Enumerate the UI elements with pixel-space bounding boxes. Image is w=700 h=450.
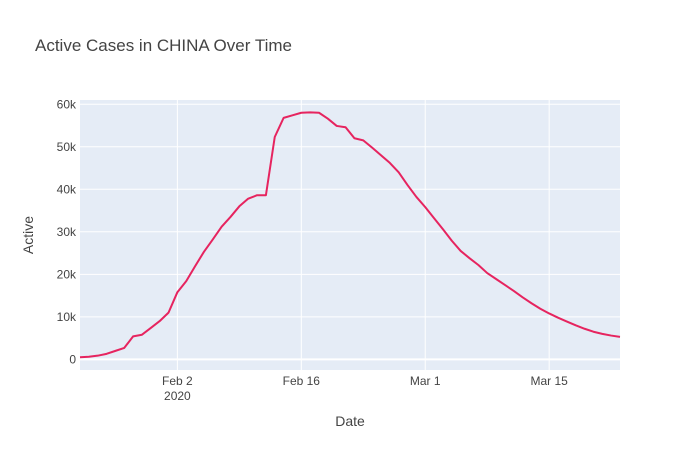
y-tick-label: 10k — [57, 310, 77, 324]
x-tick-label: Feb 2 — [162, 374, 193, 388]
y-axis: 0 10k 20k 30k 40k 50k 60k — [57, 97, 77, 366]
y-axis-title: Active — [20, 216, 36, 254]
y-tick-label: 30k — [57, 225, 77, 239]
x-tick-label: Mar 15 — [531, 374, 569, 388]
y-tick-label: 40k — [57, 182, 77, 196]
chart-title: Active Cases in CHINA Over Time — [35, 36, 292, 55]
x-tick-label: Mar 1 — [410, 374, 441, 388]
y-tick-label: 50k — [57, 140, 77, 154]
y-tick-label: 60k — [57, 97, 77, 111]
y-tick-label: 0 — [69, 352, 76, 366]
series-line-active[interactable] — [79, 111, 621, 359]
x-tick-year-label: 2020 — [164, 389, 191, 403]
series-layer — [79, 111, 621, 359]
grid-lines — [80, 100, 620, 370]
plot-area[interactable] — [80, 100, 620, 370]
x-axis-title: Date — [335, 413, 365, 429]
y-tick-label: 20k — [57, 267, 77, 281]
x-tick-label: Feb 16 — [283, 374, 321, 388]
